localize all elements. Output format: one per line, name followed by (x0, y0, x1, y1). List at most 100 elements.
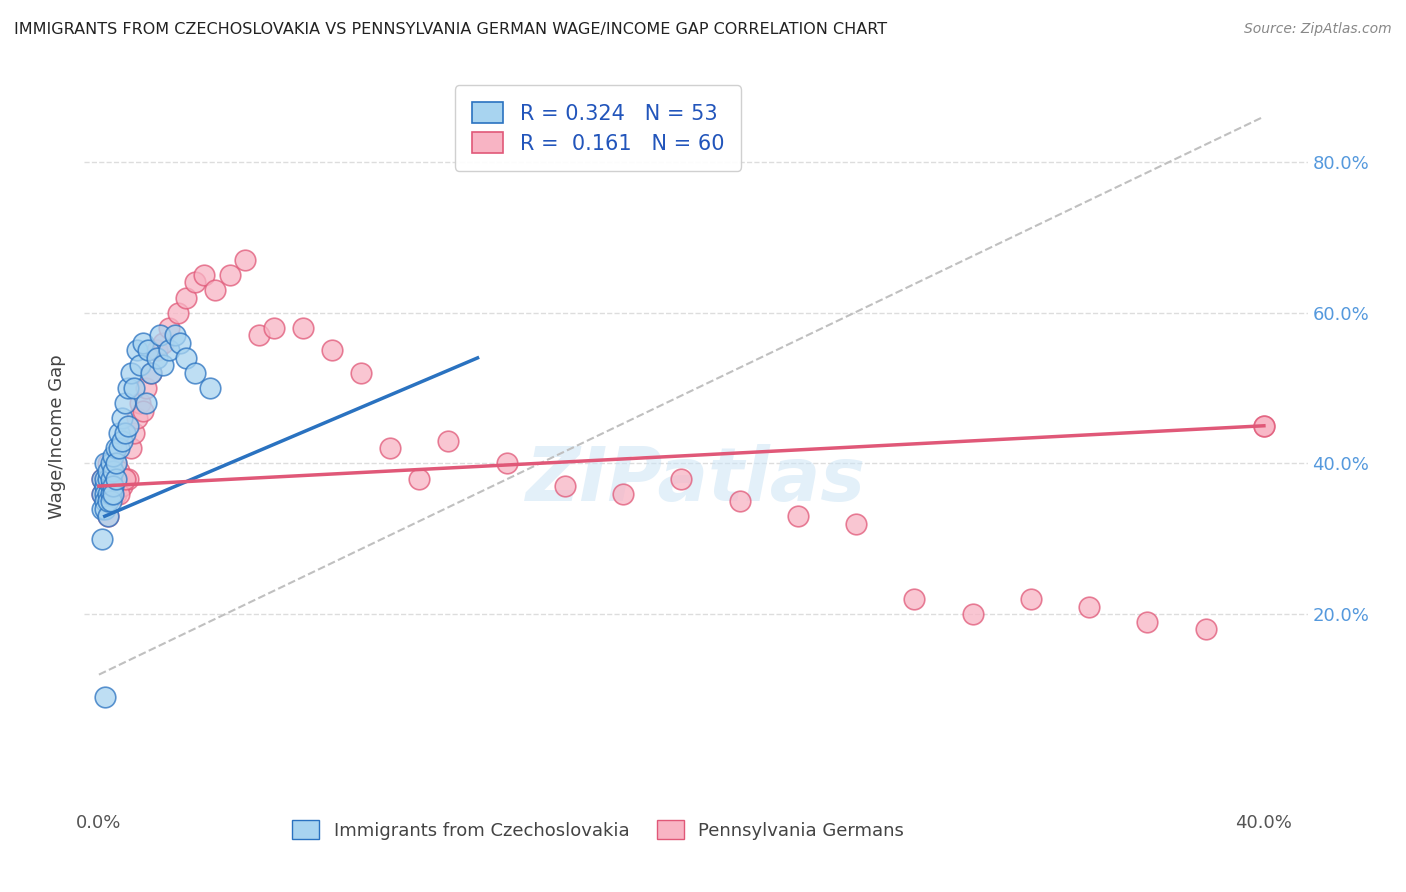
Point (247, 328, 270, 343)
Text: IMMIGRANTS FROM CZECHOSLOVAKIA VS PENNSYLVANIA GERMAN WAGE/INCOME GAP CORRELATIO: IMMIGRANTS FROM CZECHOSLOVAKIA VS PENNSY… (14, 22, 887, 37)
Point (117, 418, 139, 433)
Point (120, 366, 142, 380)
Point (100, 471, 122, 485)
Point (100, 479, 122, 493)
Point (108, 426, 131, 441)
Point (103, 464, 125, 478)
Point (93, 471, 115, 485)
Point (728, 494, 751, 508)
Point (105, 457, 128, 471)
Point (263, 320, 285, 334)
Point (108, 464, 131, 478)
Point (157, 320, 180, 334)
Point (204, 283, 226, 297)
Point (97, 479, 120, 493)
Point (135, 396, 157, 410)
Point (128, 359, 150, 373)
Point (291, 320, 314, 334)
Point (93, 479, 115, 493)
Point (114, 471, 136, 485)
Point (120, 442, 142, 456)
Point (554, 479, 576, 493)
Point (105, 457, 128, 471)
Point (93, 479, 115, 493)
Y-axis label: Wage/Income Gap: Wage/Income Gap (48, 355, 66, 519)
Point (103, 486, 125, 500)
Point (1136, 615, 1159, 629)
Point (193, 268, 215, 282)
Point (97, 486, 120, 500)
Point (93, 471, 115, 485)
Point (108, 442, 131, 456)
Point (105, 442, 128, 456)
Point (612, 486, 634, 500)
Point (350, 366, 373, 380)
Point (93, 501, 115, 516)
Point (125, 411, 148, 425)
Point (1253, 418, 1275, 433)
Point (233, 252, 256, 267)
Point (1019, 592, 1042, 607)
Point (128, 396, 150, 410)
Point (114, 426, 136, 441)
Point (437, 434, 460, 448)
Point (787, 509, 810, 524)
Point (93, 494, 115, 508)
Point (174, 291, 197, 305)
Point (90, 501, 112, 516)
Point (184, 276, 207, 290)
Point (93, 457, 115, 471)
Point (380, 442, 402, 456)
Point (141, 366, 163, 380)
Point (111, 411, 134, 425)
Text: ZIPatlas: ZIPatlas (526, 444, 866, 517)
Point (157, 343, 180, 358)
Legend: Immigrants from Czechoslovakia, Pennsylvania Germans: Immigrants from Czechoslovakia, Pennsylv… (283, 811, 912, 848)
Point (97, 494, 120, 508)
Point (219, 268, 242, 282)
Point (198, 381, 221, 395)
Point (146, 351, 169, 365)
Point (408, 471, 430, 485)
Point (103, 486, 125, 500)
Point (103, 464, 125, 478)
Point (103, 449, 125, 463)
Point (90, 486, 112, 500)
Point (105, 471, 128, 485)
Point (97, 457, 120, 471)
Point (114, 471, 136, 485)
Point (122, 426, 145, 441)
Point (962, 607, 984, 622)
Point (100, 471, 122, 485)
Point (108, 486, 131, 500)
Point (152, 335, 174, 350)
Point (122, 381, 145, 395)
Point (90, 486, 112, 500)
Point (103, 479, 125, 493)
Point (90, 471, 112, 485)
Point (169, 335, 191, 350)
Point (146, 343, 169, 358)
Point (93, 690, 115, 705)
Point (671, 471, 693, 485)
Point (149, 328, 172, 343)
Point (117, 471, 139, 485)
Point (131, 403, 153, 417)
Point (90, 532, 112, 546)
Point (97, 509, 120, 524)
Point (495, 457, 517, 471)
Point (166, 306, 188, 320)
Point (117, 381, 139, 395)
Point (100, 479, 122, 493)
Point (131, 335, 153, 350)
Point (100, 494, 122, 508)
Point (114, 396, 136, 410)
Point (111, 434, 134, 448)
Point (103, 471, 125, 485)
Point (163, 328, 186, 343)
Point (1195, 623, 1218, 637)
Point (97, 471, 120, 485)
Point (321, 343, 343, 358)
Text: Source: ZipAtlas.com: Source: ZipAtlas.com (1244, 22, 1392, 37)
Point (93, 486, 115, 500)
